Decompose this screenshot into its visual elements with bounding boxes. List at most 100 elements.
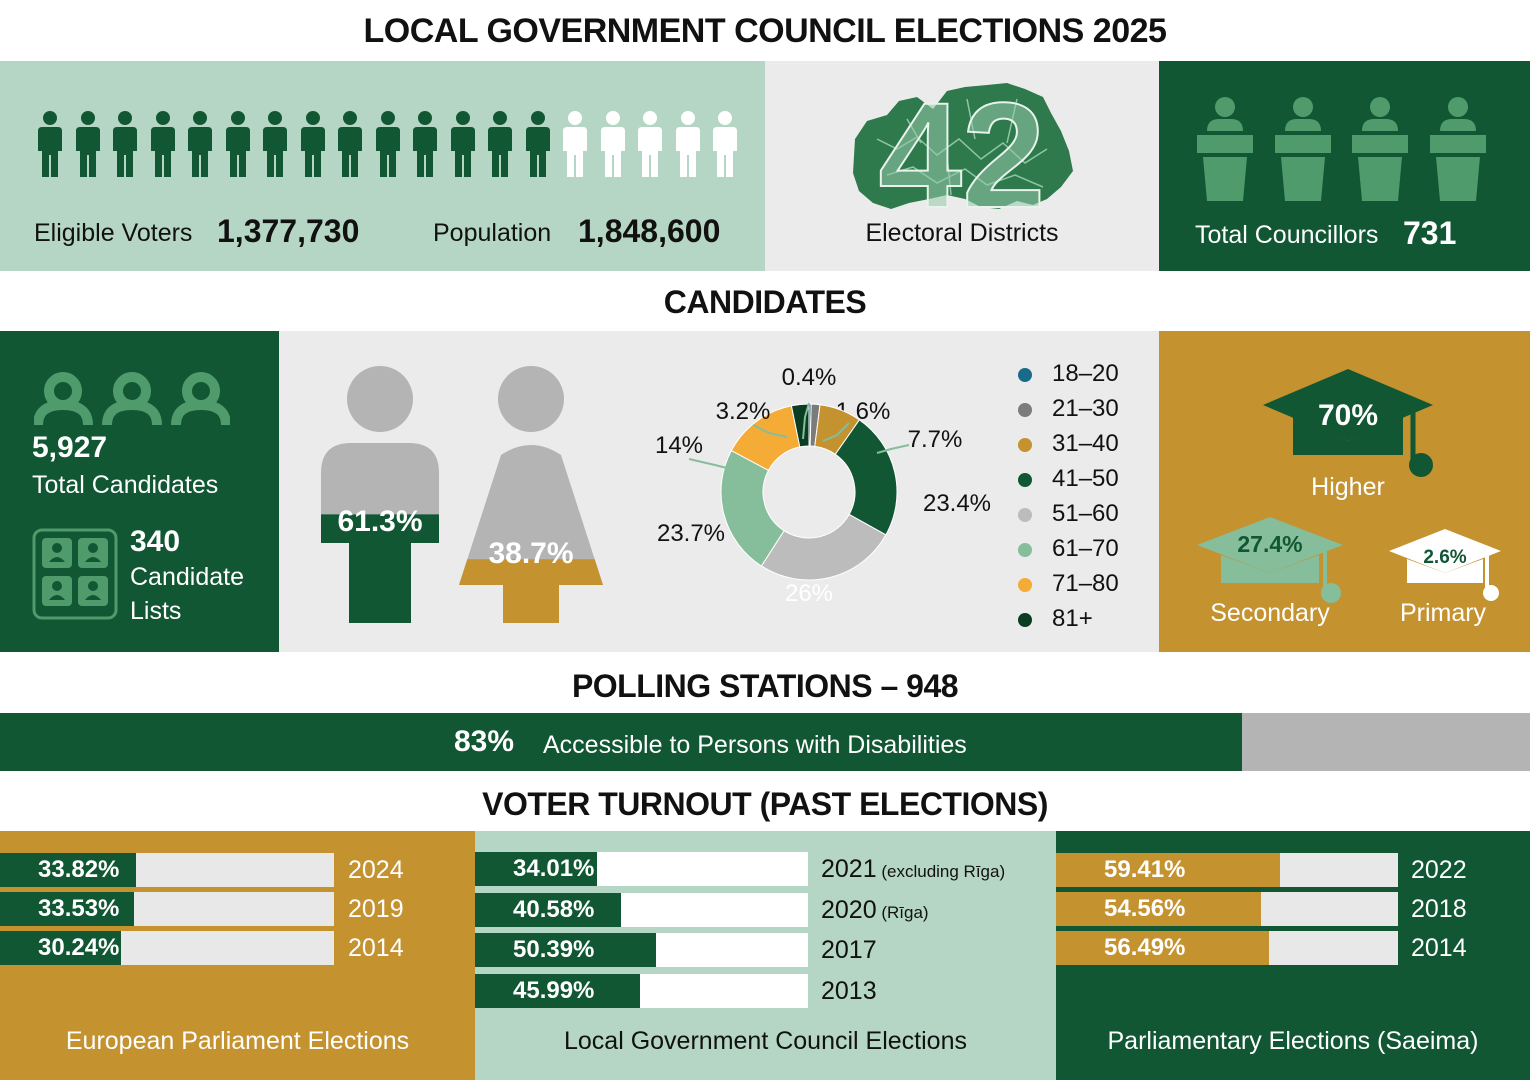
latvia-map-icon: 42	[853, 79, 1073, 219]
turnout-bar: 59.41%	[1056, 853, 1398, 887]
councillor-podium-icon	[1429, 97, 1486, 201]
turnout-year: 2019	[348, 895, 404, 923]
legend-swatch	[1018, 578, 1032, 592]
legend-label: 21–30	[1052, 395, 1119, 422]
turnout-year: 2014	[348, 934, 404, 962]
turnout-bar-fill	[475, 933, 657, 967]
donut-data-label: 3.2%	[716, 398, 771, 425]
parliament-turnout-panel: 59.41% 2022 54.56% 2018 56.49% 2014 Parliamen…	[1056, 831, 1530, 1080]
turnout-bar: 33.82%	[0, 853, 334, 887]
councillor-podium-icon	[1352, 97, 1408, 201]
turnout-year: 2021 (excluding Rīga)	[821, 855, 1006, 883]
secondary-pct: 27.4%	[1237, 531, 1303, 557]
donut-leader-line	[802, 402, 810, 440]
non-voter-person-icon	[713, 111, 737, 177]
councillors-label: Total Councillors	[1195, 221, 1379, 249]
donut-data-label: 23.7%	[657, 520, 725, 547]
eu-turnout-label: European Parliament Elections	[65, 1027, 410, 1055]
turnout-heading: VOTER TURNOUT (PAST ELECTIONS)	[482, 786, 1048, 822]
turnout-bar-fill	[1056, 931, 1269, 965]
turnout-year-note: (Rīga)	[876, 902, 929, 922]
non-voter-person-icon	[675, 111, 700, 177]
donut-data-label: 14%	[655, 432, 703, 459]
polling-heading: POLLING STATIONS – 948	[571, 668, 959, 704]
voter-person-icon	[150, 111, 175, 177]
accessibility-bar: 83% Accessible to Persons with Disabilit…	[0, 713, 1530, 771]
turnout-pct: 30.24%	[38, 934, 120, 961]
turnout-pct: 33.53%	[38, 895, 120, 922]
podium-icons-row	[1197, 97, 1497, 201]
total-candidates-value: 5,927	[32, 431, 108, 464]
turnout-bar: 56.49%	[1056, 931, 1398, 965]
donut-slice-51–60	[760, 513, 887, 581]
turnout-bar-fill	[1056, 892, 1262, 926]
male-figure-icon	[321, 366, 439, 623]
voter-person-icon	[488, 111, 512, 177]
donut-leader-line	[822, 422, 850, 442]
donut-leader-line	[752, 424, 788, 438]
turnout-bar-fill	[475, 892, 621, 927]
turnout-year: 2020 (Rīga)	[821, 895, 929, 924]
districts-number: 42	[879, 79, 1046, 219]
male-share-label: 61.3%	[337, 505, 423, 538]
higher-label: Higher	[1311, 473, 1385, 501]
legend-label: 51–60	[1052, 500, 1119, 527]
turnout-bar-fill	[0, 931, 122, 965]
population-label: Population	[433, 219, 552, 247]
voters-panel: Eligible Voters 1,377,730 Population 1,8…	[0, 61, 765, 271]
legend-swatch	[1018, 403, 1032, 417]
voter-person-icon	[525, 111, 550, 177]
eu-turnout-panel: 33.82% 2024 33.53% 2019 30.24% 2014 European …	[0, 831, 475, 1080]
voter-person-icon	[188, 111, 212, 177]
councillors-panel: Total Councillors 731	[1159, 61, 1530, 271]
turnout-year-note: (excluding Rīga)	[876, 862, 1006, 881]
legend-label: 71–80	[1052, 570, 1119, 597]
voter-person-icon	[338, 111, 362, 177]
secondary-label: Secondary	[1210, 599, 1330, 627]
voter-person-icon	[113, 111, 137, 177]
turnout-pct: 50.39%	[513, 936, 595, 963]
voter-person-icon	[225, 111, 250, 177]
turnout-pct: 33.82%	[38, 856, 120, 883]
donut-slice-81+	[790, 403, 810, 448]
legend-label: 41–50	[1052, 465, 1119, 492]
eligible-voters-value: 1,377,730	[217, 213, 360, 249]
donut-slice-41–50	[834, 419, 898, 536]
voter-person-icon	[263, 111, 287, 177]
councillors-value: 731	[1403, 215, 1457, 251]
donut-data-label: 23.4%	[923, 490, 991, 517]
turnout-bar: 30.24%	[0, 931, 334, 965]
voter-person-icon	[300, 111, 325, 177]
candidates-heading: CANDIDATES	[663, 284, 867, 320]
turnout-pct: 45.99%	[513, 976, 595, 1004]
graduation-cap-primary-icon	[1389, 529, 1501, 601]
turnout-year: 2014	[1411, 934, 1467, 962]
turnout-pct: 40.58%	[513, 895, 595, 923]
page-title: LOCAL GOVERNMENT COUNCIL ELECTIONS 2025	[363, 12, 1167, 50]
legend-label: 31–40	[1052, 430, 1119, 457]
turnout-year: 2018	[1411, 895, 1467, 923]
accessible-pct: 83%	[454, 725, 515, 758]
graduation-cap-higher-icon	[1263, 369, 1433, 477]
legend-swatch	[1018, 543, 1032, 557]
turnout-year: 2024	[348, 856, 404, 884]
accessibility-bar-fill	[0, 713, 1243, 771]
turnout-bar-fill	[1056, 853, 1280, 887]
turnout-bar-fill	[0, 892, 135, 926]
turnout-bar: 34.01%	[475, 852, 808, 886]
legend-label: 81+	[1052, 605, 1093, 632]
turnout-year: 2022	[1411, 856, 1467, 884]
legend-label: 18–20	[1052, 360, 1119, 387]
accessible-label: Accessible to Persons with Disabilities	[543, 731, 967, 759]
turnout-bar: 50.39%	[475, 933, 808, 967]
legend-swatch	[1018, 368, 1032, 382]
donut-data-label: 26%	[785, 580, 833, 607]
graduation-cap-secondary-icon	[1197, 517, 1343, 603]
districts-label: Electoral Districts	[865, 219, 1059, 247]
primary-label: Primary	[1399, 599, 1487, 627]
eligible-voters-label: Eligible Voters	[34, 219, 193, 247]
local-turnout-panel: 34.01% 2021 (excluding Rīga) 40.58% 2020 (R…	[475, 831, 1056, 1080]
turnout-pct: 54.56%	[1104, 895, 1186, 922]
voter-person-icon	[75, 111, 100, 177]
turnout-year: 2013	[821, 976, 877, 1005]
